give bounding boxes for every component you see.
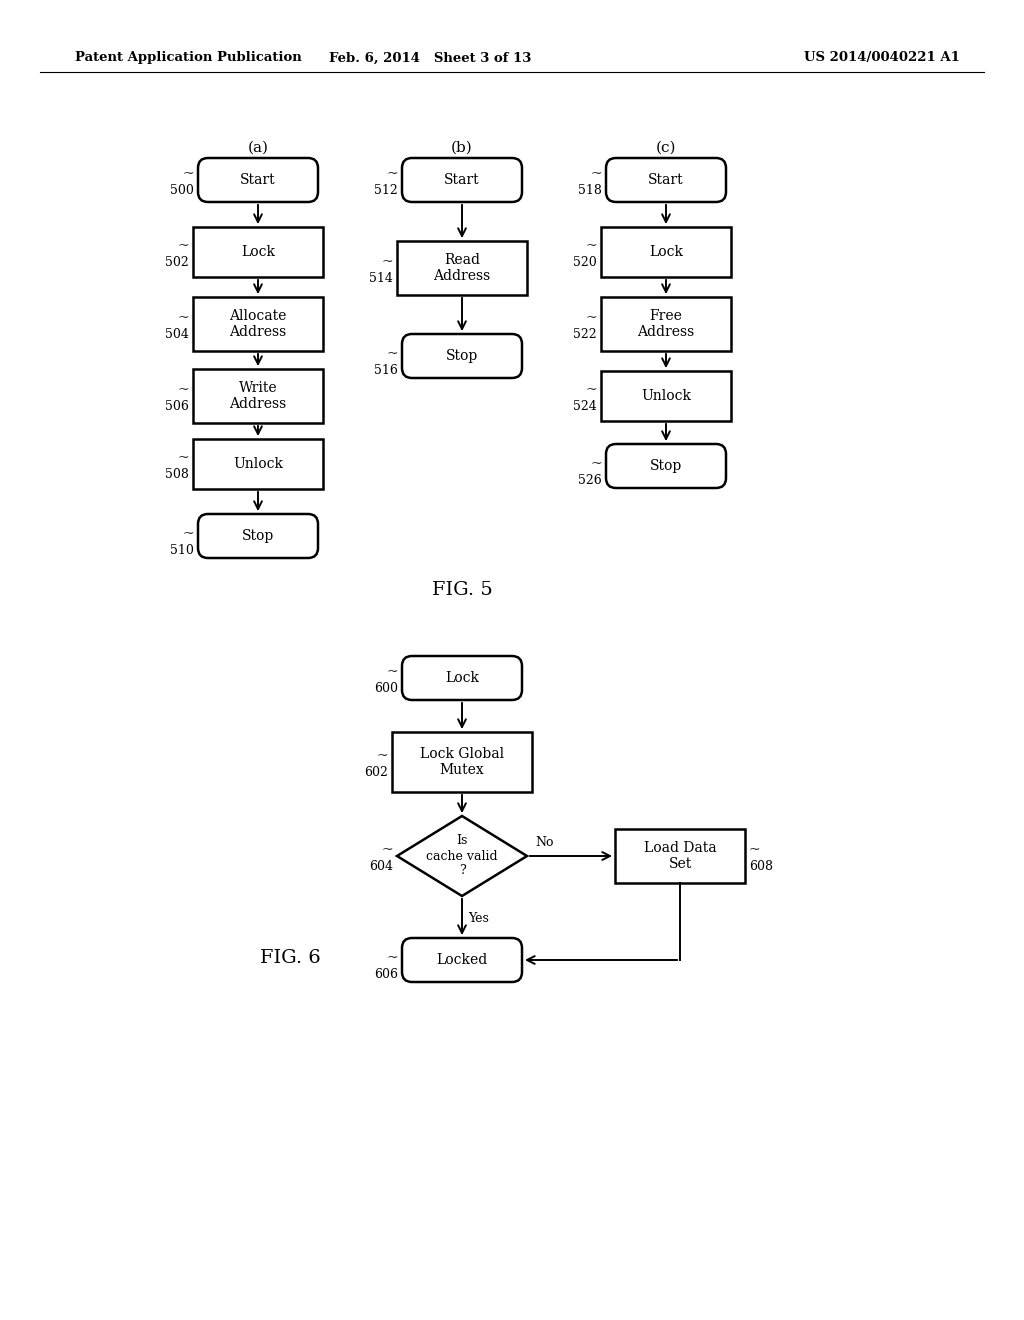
Text: 604: 604 [369,861,393,873]
Bar [615,829,745,883]
Text: 502: 502 [165,256,189,269]
Text: 602: 602 [365,766,388,779]
Text: Start: Start [444,173,480,187]
Text: Load Data
Set: Load Data Set [644,841,717,871]
Text: Unlock: Unlock [641,389,691,403]
Text: ~: ~ [586,383,597,397]
Text: 514: 514 [369,272,393,285]
Text: Feb. 6, 2014   Sheet 3 of 13: Feb. 6, 2014 Sheet 3 of 13 [329,51,531,65]
Text: Unlock: Unlock [233,457,283,471]
Text: ~: ~ [386,665,398,678]
FancyBboxPatch shape [402,939,522,982]
Text: ~: ~ [386,347,398,360]
Text: 512: 512 [374,183,398,197]
Text: ~: ~ [586,312,597,325]
Text: ~: ~ [177,239,189,253]
Text: Free
Address: Free Address [637,309,694,339]
Text: Lock Global
Mutex: Lock Global Mutex [420,747,504,777]
Text: ~: ~ [381,843,393,857]
Text: ~: ~ [591,457,602,471]
Text: ~: ~ [177,383,189,397]
Text: Lock: Lock [241,246,275,259]
FancyBboxPatch shape [402,158,522,202]
Bar [193,297,323,351]
FancyBboxPatch shape [606,444,726,488]
Text: Read
Address: Read Address [433,253,490,282]
Text: 524: 524 [573,400,597,413]
Text: US 2014/0040221 A1: US 2014/0040221 A1 [804,51,961,65]
Text: 600: 600 [374,682,398,696]
Text: ~: ~ [586,239,597,253]
Text: FIG. 5: FIG. 5 [432,581,493,599]
Text: ~: ~ [386,950,398,965]
FancyBboxPatch shape [198,513,318,558]
Text: No: No [535,836,554,849]
Text: (a): (a) [248,141,268,154]
Text: 522: 522 [573,327,597,341]
Text: 508: 508 [165,469,189,480]
Bar [601,297,731,351]
Text: Yes: Yes [468,912,488,924]
Text: ~: ~ [177,312,189,325]
Text: Write
Address: Write Address [229,381,287,411]
Text: Is
cache valid
?: Is cache valid ? [426,834,498,878]
Text: ~: ~ [591,168,602,181]
Text: Stop: Stop [445,348,478,363]
Text: (b): (b) [452,141,473,154]
FancyBboxPatch shape [402,656,522,700]
Text: Start: Start [648,173,684,187]
Text: Stop: Stop [242,529,274,543]
Text: 608: 608 [749,861,773,873]
Text: ~: ~ [182,168,194,181]
FancyBboxPatch shape [198,158,318,202]
Bar [193,370,323,422]
Text: 506: 506 [165,400,189,413]
Bar [601,371,731,421]
Text: Locked: Locked [436,953,487,968]
Text: 516: 516 [374,364,398,378]
Text: ~: ~ [177,451,189,465]
Text: Lock: Lock [649,246,683,259]
Bar [193,440,323,488]
Text: ~: ~ [381,255,393,269]
Text: 500: 500 [170,183,194,197]
Text: ~: ~ [749,843,761,857]
Text: (c): (c) [655,141,676,154]
Bar [397,242,527,294]
Text: 518: 518 [579,183,602,197]
Text: 606: 606 [374,968,398,981]
Bar [601,227,731,277]
Text: ~: ~ [377,748,388,763]
FancyBboxPatch shape [606,158,726,202]
Bar [392,733,532,792]
Text: Allocate
Address: Allocate Address [229,309,287,339]
Polygon shape [397,816,527,896]
Text: ~: ~ [182,527,194,541]
Text: Patent Application Publication: Patent Application Publication [75,51,302,65]
Text: Start: Start [241,173,275,187]
Text: 510: 510 [170,544,194,557]
Text: FIG. 6: FIG. 6 [260,949,321,968]
Text: 526: 526 [579,474,602,487]
Text: 520: 520 [573,256,597,269]
Text: 504: 504 [165,327,189,341]
Bar [193,227,323,277]
FancyBboxPatch shape [402,334,522,378]
Text: Stop: Stop [650,459,682,473]
Text: ~: ~ [386,168,398,181]
Text: Lock: Lock [445,671,479,685]
